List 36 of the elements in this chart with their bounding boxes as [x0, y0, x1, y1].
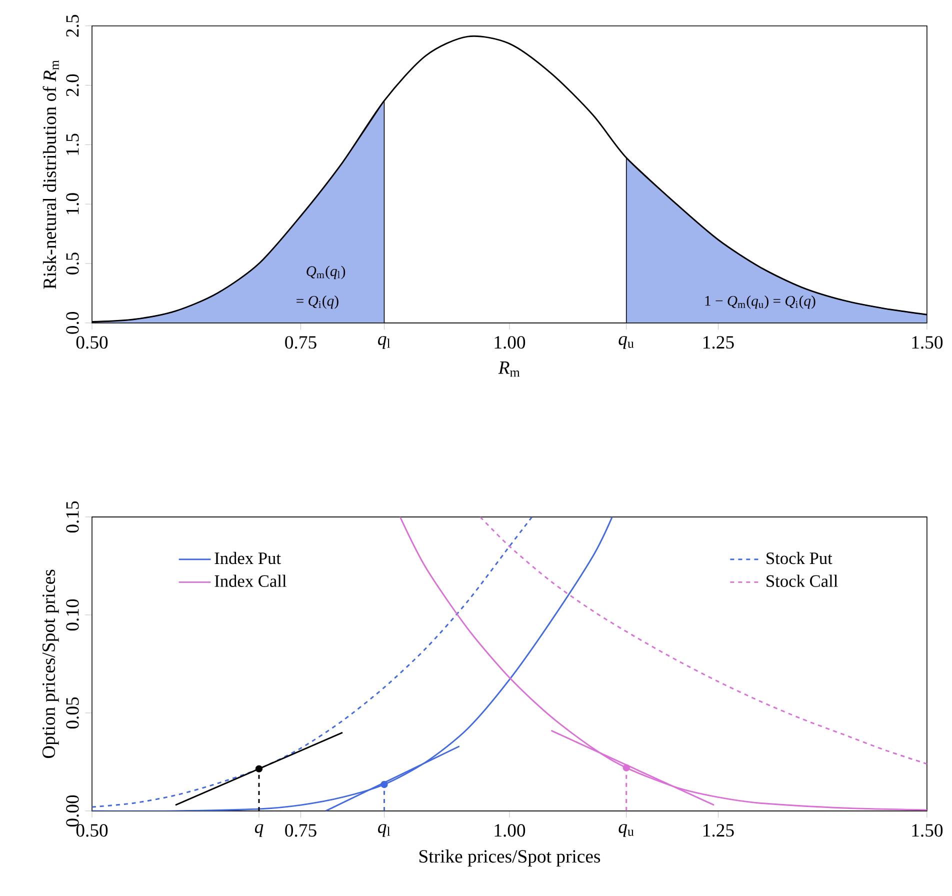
x-tick-label: 1.25	[704, 824, 734, 837]
x-tick-label: 0.75	[285, 824, 316, 837]
y-axis-title: Option prices/Spot prices	[42, 570, 59, 758]
x-tick-label: 0.75	[285, 336, 316, 349]
y-tick-label: 2.5	[66, 14, 79, 37]
y-tick-label: 2.0	[66, 74, 79, 96]
x-tick-label: q	[254, 824, 264, 837]
y-tick-label: 0.05	[66, 697, 79, 729]
annotation: Q$_{m}$(q$_{l}$)	[306, 266, 346, 280]
y-tick-label: 1.0	[66, 193, 79, 214]
x-tick-label: 1.00	[494, 336, 526, 349]
x-tick-label: 1.25	[704, 336, 734, 349]
x-tick-label: q$_{u}$	[618, 336, 634, 349]
legend-label: Index Put	[214, 552, 281, 564]
legend-label: Index Call	[214, 574, 286, 587]
y-tick-label: 1.5	[66, 134, 79, 155]
legend-label: Stock Call	[766, 574, 838, 587]
y-tick-label: 0.5	[66, 252, 79, 274]
annotation: = Q$_{i}$(q)	[296, 295, 338, 309]
y-tick-label: 0.0	[66, 312, 79, 334]
x-tick-label: 1.00	[494, 824, 526, 837]
y-tick-label: 0.10	[66, 599, 79, 631]
x-axis-title: R$_{m}$	[498, 362, 520, 377]
x-tick-label: q$_{u}$	[618, 824, 634, 837]
y-tick-label: 0.15	[66, 501, 79, 533]
y-axis-title: Risk-netural distribution of R$_{m}$	[42, 60, 59, 289]
x-tick-label: 0.50	[76, 336, 108, 349]
y-tick-label: 0.00	[66, 795, 79, 827]
x-tick-label: 1.50	[912, 824, 943, 837]
text: 1 − Q$_{m}$(q$_{u}$) = Q$_{i}$(q)	[705, 295, 816, 309]
x-tick-label: 1.50	[912, 336, 943, 349]
x-tick-label: 0.50	[76, 824, 108, 837]
x-axis-title: Strike prices/Spot prices	[419, 850, 600, 866]
x-tick-label: q$_{l}$	[378, 824, 390, 837]
legend-label: Stock Put	[766, 552, 832, 564]
x-tick-label: q$_{l}$	[378, 336, 390, 349]
